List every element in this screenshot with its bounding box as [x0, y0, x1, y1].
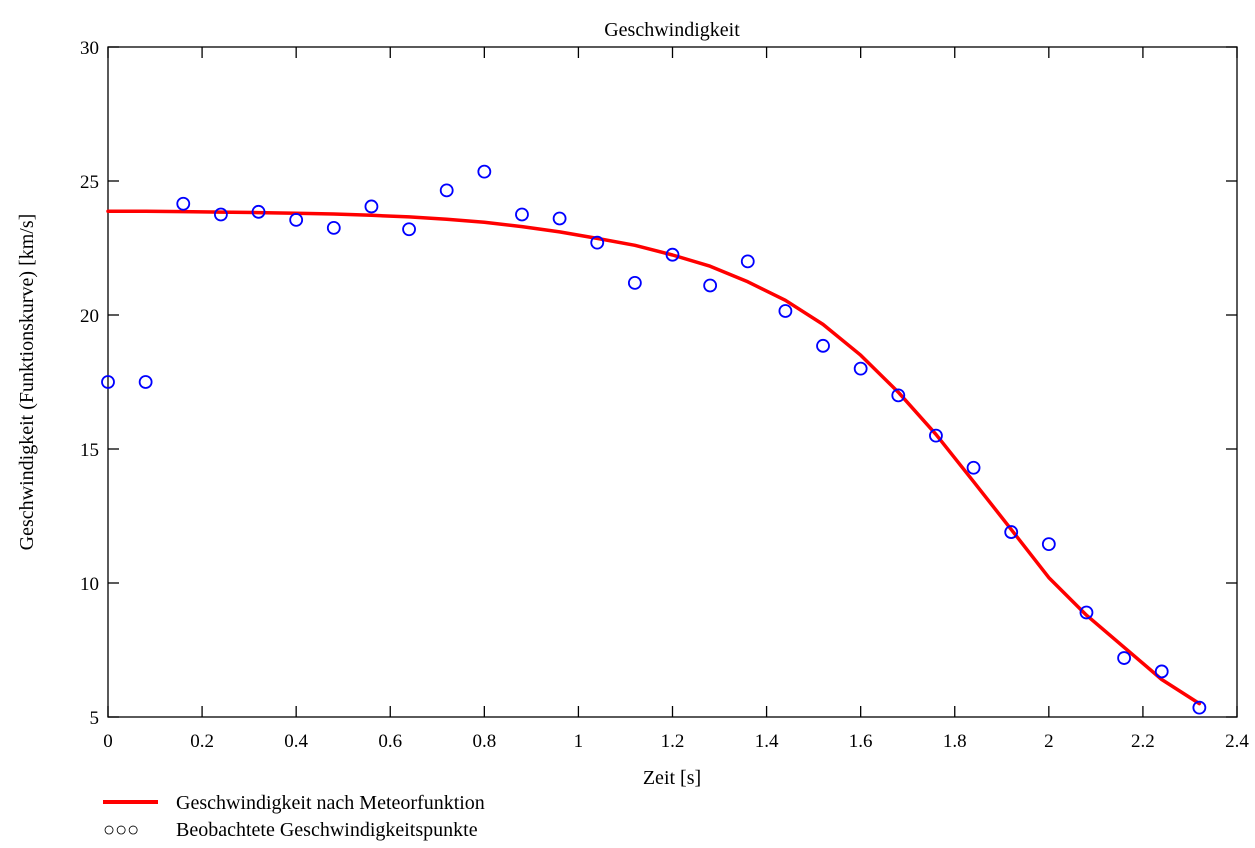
x-tick-label: 1.6	[849, 731, 873, 752]
data-point	[1192, 700, 1207, 715]
x-tick-label: 0.4	[284, 731, 308, 752]
data-point	[816, 338, 830, 353]
data-point	[326, 220, 341, 235]
x-tick-label: 2	[1044, 731, 1054, 752]
x-tick-labels: 0 0.2 0.4 0.6 0.8 1 1.2 1.4 1.6 1.8 2 2.2 2.4	[103, 731, 1249, 752]
data-point	[853, 361, 868, 376]
x-tick-label: 1.4	[755, 731, 779, 752]
data-point	[590, 235, 605, 250]
data-point	[213, 207, 228, 222]
x-tick-label: 0.6	[378, 731, 402, 752]
legend-label: Beobachtete Geschwindigkeitspunkte	[176, 819, 478, 841]
x-tick-label: 1.2	[661, 731, 685, 752]
axis-ticks	[107, 46, 1238, 718]
x-axis-title: Zeit [s]	[643, 767, 701, 789]
x-tick-label: 2.2	[1131, 731, 1155, 752]
data-point	[552, 211, 567, 226]
data-point	[778, 304, 793, 318]
data-point	[364, 199, 379, 214]
data-point	[289, 212, 304, 227]
x-tick-label: 1.8	[943, 731, 967, 752]
y-tick-label: 30	[80, 38, 99, 59]
data-point	[703, 278, 718, 293]
y-tick-label: 10	[80, 574, 99, 595]
data-point	[1117, 651, 1131, 665]
y-tick-label: 20	[80, 306, 99, 327]
x-tick-label: 2.4	[1225, 731, 1249, 752]
data-point	[891, 388, 906, 403]
y-axis-title: Geschwindigkeit (Funktionskurve) [km/s]	[16, 214, 38, 551]
data-point	[1154, 664, 1169, 679]
x-tick-label: 1	[574, 731, 584, 752]
chart-title: Geschwindigkeit	[604, 19, 740, 41]
data-point	[929, 428, 943, 443]
data-point	[1041, 537, 1056, 552]
data-point	[402, 222, 416, 237]
legend-label: Geschwindigkeit nach Meteorfunktion	[176, 792, 485, 814]
legend-swatch-markers: ○○○	[103, 819, 139, 841]
x-tick-label: 0.2	[190, 731, 214, 752]
plot-frame	[107, 46, 1238, 718]
data-point	[439, 183, 454, 198]
data-point	[665, 247, 680, 262]
data-point	[1079, 605, 1094, 620]
data-point	[627, 275, 642, 290]
plot-series	[101, 164, 1207, 715]
legend: Geschwindigkeit nach Meteorfunktion ○○○ Be…	[103, 792, 485, 841]
y-tick-label: 15	[80, 440, 99, 461]
data-point	[101, 375, 115, 389]
data-point	[515, 207, 529, 222]
x-tick-label: 0	[103, 731, 113, 752]
data-point	[176, 196, 191, 211]
y-tick-label: 5	[90, 708, 100, 729]
x-tick-label: 0.8	[472, 731, 496, 752]
y-tick-labels: 5 10 15 20 25 30	[80, 38, 99, 729]
data-point	[477, 164, 492, 179]
series-line-0	[106, 209, 1202, 706]
y-tick-label: 25	[80, 172, 99, 193]
data-point	[251, 204, 266, 219]
data-point	[966, 460, 981, 475]
data-point	[138, 375, 153, 389]
data-point	[740, 254, 755, 269]
data-point	[1004, 525, 1019, 539]
